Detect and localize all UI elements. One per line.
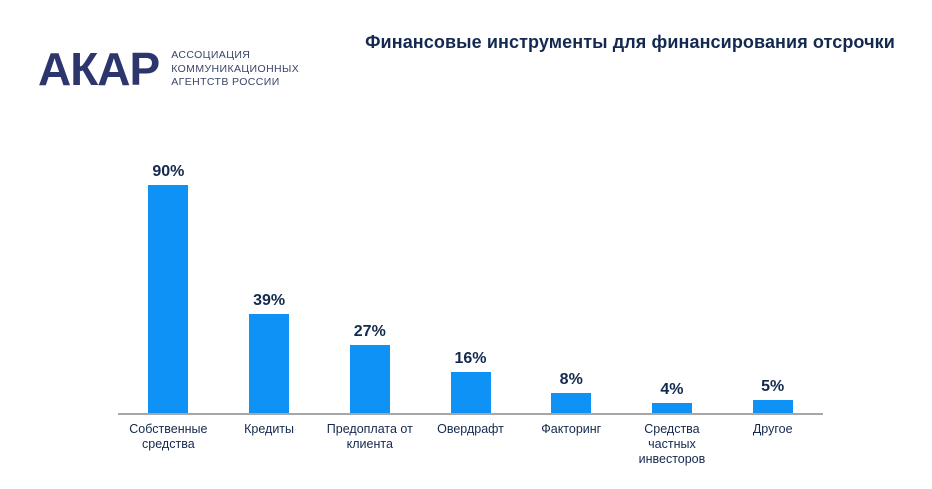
bar-value-label: 39% [253, 292, 286, 309]
chart-title: Финансовые инструменты для финансировани… [365, 32, 895, 52]
bar-value-label: 5% [761, 378, 785, 395]
bar-value-label: 8% [559, 371, 583, 388]
bar-group: 5% [722, 378, 823, 413]
logo-org-line: АССОЦИАЦИЯ [171, 49, 251, 62]
bar-group: 8% [521, 371, 622, 413]
bar [349, 345, 390, 413]
bar-group: 90% [118, 163, 219, 413]
labels-row: Собственные средства Кредиты Предоплата … [118, 415, 823, 467]
logo-acronym: АКАР [38, 43, 160, 95]
logo-org-line: АГЕНТСТВ РОССИИ [171, 76, 280, 89]
bar-category-label: Собственные средства [129, 422, 208, 451]
bars-row: 90% 39% 27% 16% 8% 4% 5% [118, 163, 823, 413]
akar-logo: АКАР АССОЦИАЦИЯ КОММУНИКАЦИОННЫХ АГЕНТСТ… [38, 46, 299, 92]
bar [551, 393, 592, 413]
bar-value-label: 27% [353, 323, 386, 340]
bar-group: 39% [219, 292, 320, 413]
bar-category-label: Факторинг [541, 422, 602, 436]
bar-category-label: Средства частных инвесторов [638, 422, 706, 466]
bar-value-label: 90% [152, 163, 185, 180]
bar-value-label: 4% [660, 381, 684, 398]
bar-value-label: 16% [454, 350, 487, 367]
bar [752, 400, 793, 413]
bar-group: 27% [319, 323, 420, 413]
bar-group: 4% [622, 381, 723, 413]
logo-org-name: АССОЦИАЦИЯ КОММУНИКАЦИОННЫХ АГЕНТСТВ РОС… [171, 49, 299, 89]
bar [651, 403, 692, 413]
bar-chart: 90% 39% 27% 16% 8% 4% 5% Собственные сре… [118, 163, 823, 467]
bar [148, 185, 189, 413]
bar-category-label: Предоплата от клиента [326, 422, 413, 451]
logo-org-line: КОММУНИКАЦИОННЫХ [171, 62, 300, 75]
bar-group: 16% [420, 350, 521, 413]
x-axis-line [118, 413, 823, 415]
bar-category-label: Другое [752, 422, 793, 436]
bar-category-label: Кредиты [244, 422, 295, 436]
bar [450, 372, 491, 413]
bar [249, 314, 290, 413]
bar-category-label: Овердрафт [437, 422, 504, 436]
